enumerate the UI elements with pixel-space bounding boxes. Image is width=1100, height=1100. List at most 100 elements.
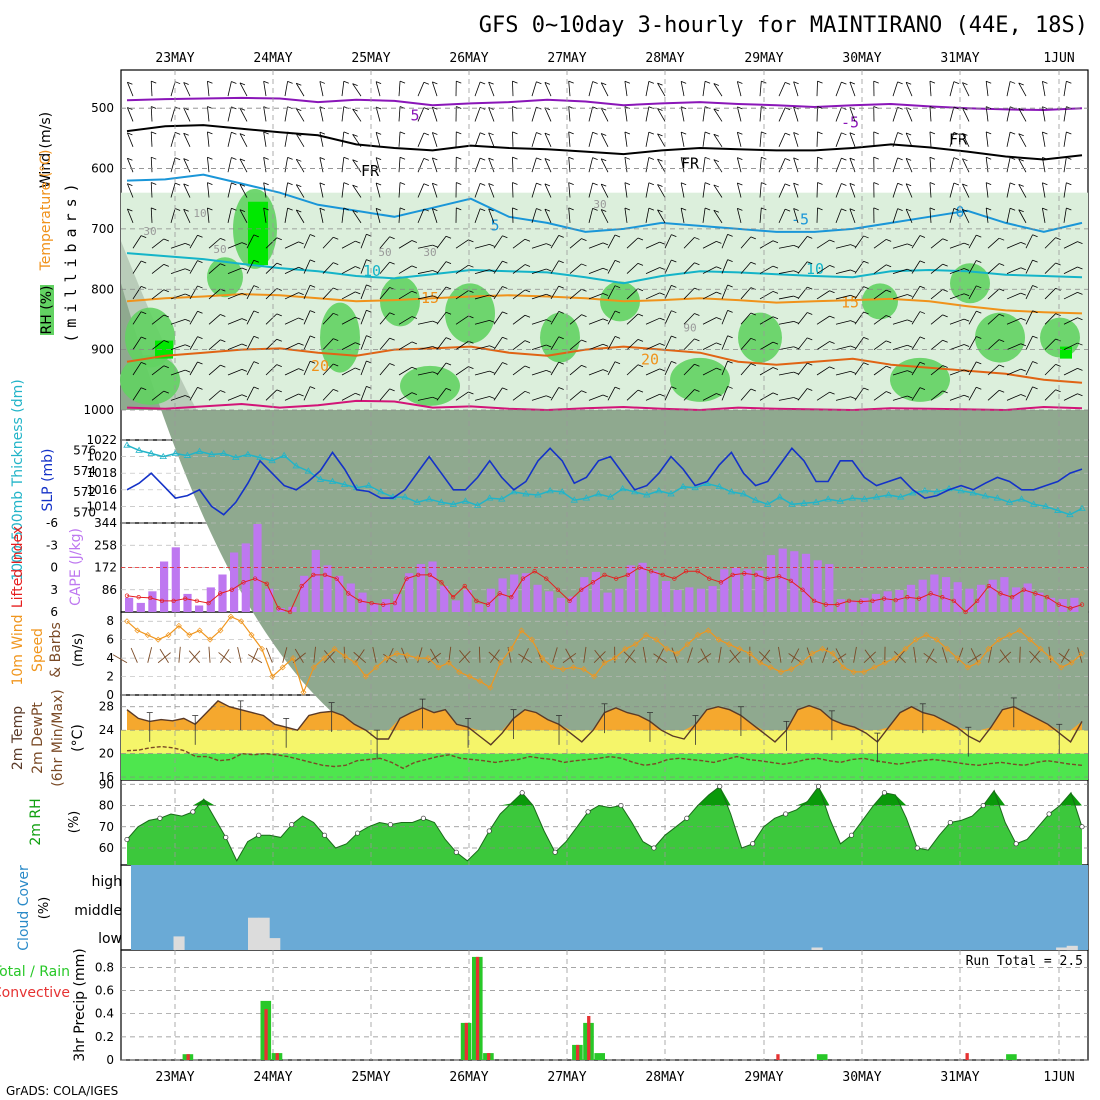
thickness-point <box>135 446 143 453</box>
thickness-point <box>232 453 240 461</box>
wind-barb-flag <box>850 269 856 273</box>
wind-barb <box>303 361 311 376</box>
wind-barb <box>873 289 887 300</box>
wind-barb <box>512 264 526 274</box>
precip-convective-bar <box>186 1054 190 1060</box>
wind-barb-flag <box>1077 291 1083 295</box>
wind-barb <box>657 108 666 122</box>
tick-label: 344 <box>94 516 117 530</box>
wind-barb <box>398 182 401 198</box>
date-top-label: 26MAY <box>449 51 488 66</box>
wind-barb-flag <box>546 395 552 399</box>
wind-barb-flag <box>536 208 542 211</box>
wind-barb <box>835 107 842 122</box>
contour-label: -5 <box>791 211 809 229</box>
wind-barb-flag <box>287 80 293 84</box>
wind-barb <box>1025 361 1033 376</box>
rh-point <box>552 849 558 855</box>
li-point <box>532 569 537 574</box>
rh-moist-blob <box>975 312 1025 363</box>
wind-barb-flag <box>512 182 518 185</box>
wind-barb-flag <box>445 261 452 264</box>
li-point <box>905 595 910 600</box>
wind-barb-flag <box>479 183 486 186</box>
wind-barb <box>474 243 490 249</box>
date-bottom-label: 30MAY <box>842 1070 881 1085</box>
thickness-point <box>522 490 530 497</box>
wind-barb <box>645 157 650 173</box>
wind-barb <box>379 287 390 300</box>
wind-barb <box>488 107 495 122</box>
wind-barb <box>713 83 723 97</box>
wind-barb-flag <box>998 237 1005 241</box>
wind-barb-flag <box>793 157 799 161</box>
wind-barb <box>170 157 176 173</box>
wind-barb-flag <box>432 244 438 248</box>
wind-barb <box>569 390 582 401</box>
wind-barb-flag <box>163 314 169 318</box>
wind-barb-flag <box>907 243 913 247</box>
wind-barb-flag <box>581 238 587 241</box>
cape-bar <box>580 577 589 612</box>
wind-barb <box>284 266 299 274</box>
wind-barb-flag <box>750 312 756 316</box>
wind-barb <box>588 132 594 147</box>
wind-barb <box>569 263 582 274</box>
wind-speed-point <box>248 632 255 639</box>
wind-barb-flag <box>929 131 936 135</box>
wind-barb <box>493 235 503 249</box>
wind-barb-flag <box>241 267 248 271</box>
wind-barb-10m <box>853 646 857 663</box>
wind-barb <box>512 131 514 147</box>
wind-barb <box>151 289 165 300</box>
thickness-point <box>365 481 373 489</box>
wind-barb <box>431 157 438 173</box>
wind-barb <box>436 236 447 249</box>
wind-barb <box>207 182 210 198</box>
wind-barb <box>624 81 628 97</box>
wind-barb <box>417 244 433 249</box>
wind-barb-10m <box>386 648 394 663</box>
wind-barb-flag <box>141 387 147 391</box>
wind-barb <box>531 132 537 147</box>
wind-barb <box>740 338 752 350</box>
precip-convective-bar <box>776 1054 780 1060</box>
wind-barb-flag <box>220 339 226 343</box>
wind-barb <box>550 336 560 350</box>
wind-barb-flag <box>366 284 372 288</box>
wind-barb-flag <box>1009 131 1016 135</box>
rh-point <box>190 809 196 815</box>
wind-barb <box>849 81 856 97</box>
wind-barb-flag <box>231 207 237 211</box>
wind-barb <box>352 210 362 224</box>
tick-label: 86 <box>102 583 117 597</box>
contour-label: 20 <box>311 357 329 375</box>
wind-barb-10m <box>594 649 605 663</box>
wind-barb-flag <box>141 311 147 315</box>
cape-bar <box>895 590 904 612</box>
wind-barb-flag <box>445 362 452 366</box>
wind-barb-flag <box>333 236 339 240</box>
rh-point <box>980 802 986 809</box>
rh-area-high <box>127 786 1082 806</box>
wind-barb-flag <box>727 259 733 263</box>
low-cloud-bar <box>258 917 270 950</box>
wind-barb-flag <box>829 290 835 294</box>
wind-barb-flag <box>614 285 621 289</box>
ylabel-temperature: Temperature (°C) <box>38 150 54 272</box>
wind-barb <box>740 287 752 300</box>
wind-barb-flag <box>942 365 948 368</box>
ylabel-temp-2: (6hr Min/Max) <box>50 689 66 786</box>
tick-label: 24 <box>99 723 114 737</box>
wind-barb-flag <box>174 157 181 161</box>
wind-barb <box>892 344 908 351</box>
li-point <box>381 602 386 607</box>
wind-barb <box>892 395 908 401</box>
wind-barb <box>1044 364 1056 376</box>
tick-label: 700 <box>91 222 114 236</box>
tick-label: 80 <box>99 799 114 813</box>
wind-barb-flag <box>1032 361 1038 364</box>
thickness-point <box>328 477 337 484</box>
date-top-label: 24MAY <box>253 51 292 66</box>
wind-barb <box>127 132 134 147</box>
